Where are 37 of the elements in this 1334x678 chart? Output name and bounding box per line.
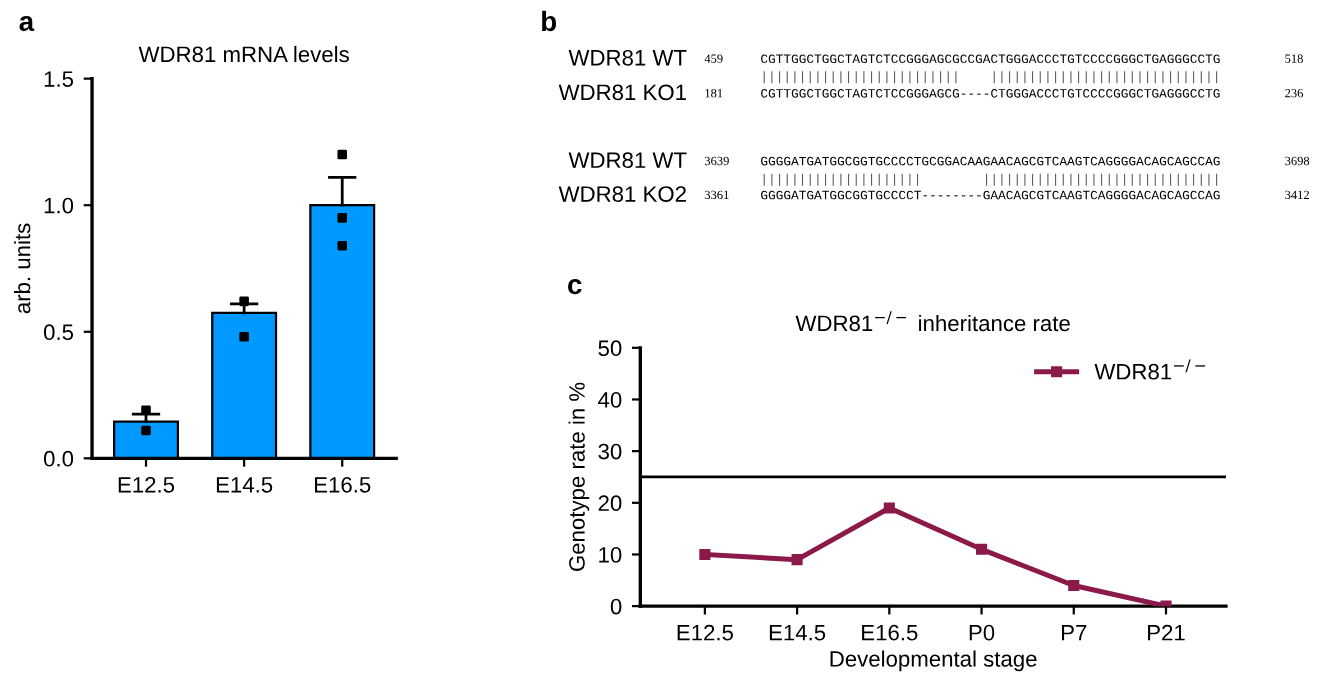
- point: [791, 554, 803, 566]
- chart-title: WDR81$^{−/−}$ inheritance rate: [795, 311, 1070, 332]
- x-tick-label: E16.5: [862, 624, 918, 641]
- text: c: [568, 279, 582, 295]
- y-tick-label: 50: [598, 340, 622, 357]
- point: [699, 548, 711, 561]
- text: WDR81 KO1: [558, 84, 686, 101]
- point: [883, 502, 895, 514]
- text: b: [542, 10, 557, 32]
- y-tick-label: 10: [599, 547, 622, 563]
- x-tick-label: E14.5: [769, 625, 826, 641]
- x-tick-label: E14.5: [216, 477, 273, 493]
- point: [1068, 579, 1080, 592]
- legend-label: WDR81$^{−/−}$: [1094, 359, 1206, 380]
- text: WDR81 KO2: [558, 186, 686, 202]
- text: WDR81 WT: [568, 152, 687, 169]
- x-tick-label: E16.5: [315, 476, 371, 493]
- x-tick-label: E12.5: [118, 476, 175, 493]
- y-tick-label: 20: [598, 495, 622, 512]
- x-tick-label: P0: [969, 624, 995, 641]
- y-tick-label: 1.5: [44, 71, 74, 87]
- point: [975, 543, 988, 555]
- y-tick-label: 0.0: [43, 450, 74, 467]
- y-tick-label: 0.5: [43, 324, 74, 341]
- text: WDR81 WT: [568, 49, 687, 66]
- x-tick-label: E12.5: [677, 624, 733, 641]
- y-tick-label: 40: [598, 392, 622, 408]
- x-tick-label: P7: [1062, 625, 1087, 641]
- y-axis-title: Genotype rate in %: [568, 382, 590, 571]
- y-tick-label: 0: [610, 598, 622, 615]
- x-axis-title: Developmental stage: [830, 650, 1037, 672]
- x-tick-label: P21: [1148, 624, 1185, 641]
- text: a: [19, 15, 35, 32]
- chart-title: WDR81 mRNA levels: [138, 45, 349, 63]
- y-axis-title: arb. units: [14, 223, 31, 314]
- y-tick-label: 30: [598, 443, 622, 460]
- y-tick-label: 1.0: [44, 197, 74, 214]
